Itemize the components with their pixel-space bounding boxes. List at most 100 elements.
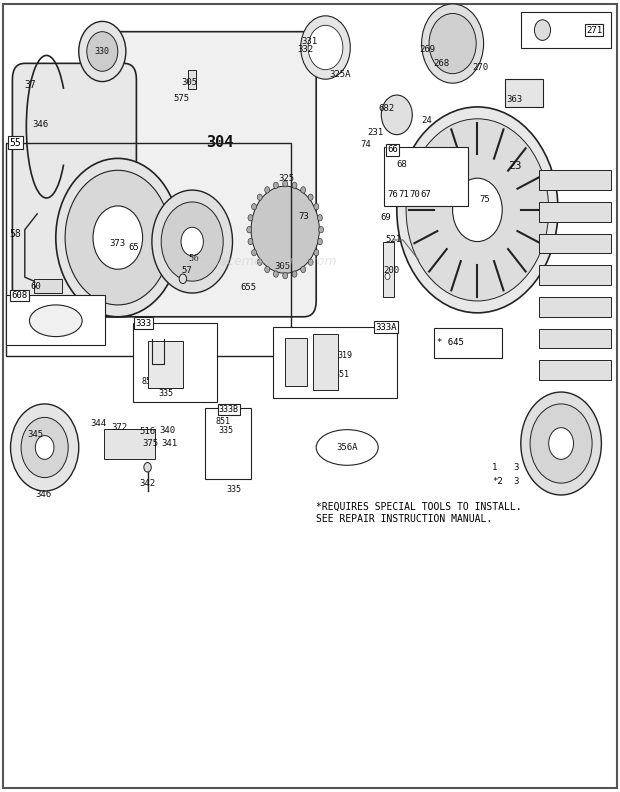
Circle shape (79, 21, 126, 82)
Text: 333A: 333A (375, 322, 396, 332)
Text: 57: 57 (182, 265, 193, 275)
Text: 375: 375 (143, 439, 159, 448)
Text: 655: 655 (240, 283, 256, 292)
Text: 65: 65 (128, 242, 139, 252)
Circle shape (301, 187, 306, 193)
Circle shape (534, 20, 551, 40)
Circle shape (283, 272, 288, 279)
Circle shape (308, 25, 343, 70)
FancyBboxPatch shape (285, 338, 307, 386)
Circle shape (252, 204, 257, 210)
Text: 356: 356 (48, 316, 64, 326)
Text: 67: 67 (420, 189, 432, 199)
FancyBboxPatch shape (34, 279, 62, 293)
Circle shape (93, 206, 143, 269)
FancyBboxPatch shape (205, 408, 251, 479)
Text: eReplacementParts.com: eReplacementParts.com (184, 255, 337, 268)
Text: 335: 335 (219, 425, 234, 435)
Text: 60: 60 (30, 282, 41, 291)
Circle shape (292, 182, 297, 188)
Text: 69: 69 (380, 212, 391, 222)
Text: 37: 37 (24, 80, 35, 89)
Circle shape (181, 227, 203, 256)
Text: 3: 3 (513, 477, 518, 486)
Text: 231: 231 (367, 128, 383, 137)
Text: 340: 340 (159, 426, 175, 436)
Text: 682: 682 (379, 104, 395, 113)
Circle shape (301, 266, 306, 272)
Text: 71: 71 (398, 189, 409, 199)
FancyBboxPatch shape (273, 327, 397, 398)
Text: 59: 59 (32, 314, 43, 323)
Text: 346: 346 (35, 489, 51, 499)
Text: 335: 335 (227, 485, 242, 494)
Text: 372: 372 (111, 423, 127, 432)
FancyBboxPatch shape (505, 79, 542, 107)
FancyBboxPatch shape (6, 295, 105, 345)
Text: 363: 363 (507, 95, 523, 105)
Text: 270: 270 (472, 63, 489, 72)
Circle shape (283, 181, 288, 187)
Text: 345: 345 (27, 429, 43, 439)
Text: 346: 346 (32, 120, 48, 129)
Circle shape (429, 13, 476, 74)
Circle shape (314, 204, 319, 210)
Text: 516: 516 (140, 427, 156, 436)
Circle shape (11, 404, 79, 491)
FancyBboxPatch shape (12, 63, 136, 317)
Circle shape (179, 274, 187, 284)
Circle shape (453, 178, 502, 242)
FancyBboxPatch shape (313, 334, 338, 390)
Text: 521: 521 (386, 234, 402, 244)
FancyBboxPatch shape (539, 265, 611, 285)
FancyBboxPatch shape (383, 242, 394, 297)
Text: 305: 305 (181, 78, 197, 87)
Text: 73: 73 (298, 211, 309, 221)
Circle shape (87, 32, 118, 71)
FancyBboxPatch shape (539, 234, 611, 253)
Circle shape (521, 392, 601, 495)
Circle shape (422, 4, 484, 83)
Text: 332: 332 (298, 45, 314, 55)
Circle shape (35, 436, 54, 459)
FancyBboxPatch shape (188, 70, 196, 89)
Circle shape (152, 190, 232, 293)
Text: 271: 271 (586, 25, 602, 35)
Circle shape (411, 161, 438, 196)
Circle shape (385, 273, 390, 280)
FancyBboxPatch shape (384, 147, 468, 206)
Circle shape (247, 227, 252, 233)
Text: 23: 23 (508, 162, 521, 171)
Text: *2: *2 (492, 477, 503, 486)
Circle shape (418, 170, 431, 186)
Text: 76: 76 (387, 189, 398, 199)
Circle shape (308, 259, 313, 265)
Circle shape (251, 186, 319, 273)
Circle shape (301, 16, 350, 79)
Text: 319: 319 (337, 351, 352, 360)
Circle shape (273, 182, 278, 188)
Text: 74: 74 (360, 140, 371, 150)
Circle shape (248, 238, 253, 245)
Circle shape (252, 249, 257, 256)
Text: 24: 24 (421, 116, 432, 125)
Text: SEE REPAIR INSTRUCTION MANUAL.: SEE REPAIR INSTRUCTION MANUAL. (316, 514, 492, 524)
Text: 269: 269 (420, 45, 436, 55)
Ellipse shape (316, 429, 378, 466)
Circle shape (265, 266, 270, 272)
FancyBboxPatch shape (434, 328, 502, 358)
Text: 56: 56 (188, 254, 199, 264)
Circle shape (397, 107, 558, 313)
Text: 304: 304 (206, 135, 234, 150)
Circle shape (273, 271, 278, 277)
Text: 851: 851 (141, 377, 156, 386)
Circle shape (404, 152, 445, 204)
Text: 305: 305 (274, 262, 290, 272)
Circle shape (65, 170, 170, 305)
Circle shape (317, 238, 322, 245)
Text: 575: 575 (173, 93, 189, 103)
FancyBboxPatch shape (133, 323, 217, 402)
Text: * 645: * 645 (437, 338, 464, 348)
Text: 325: 325 (278, 173, 294, 183)
Circle shape (21, 417, 68, 478)
